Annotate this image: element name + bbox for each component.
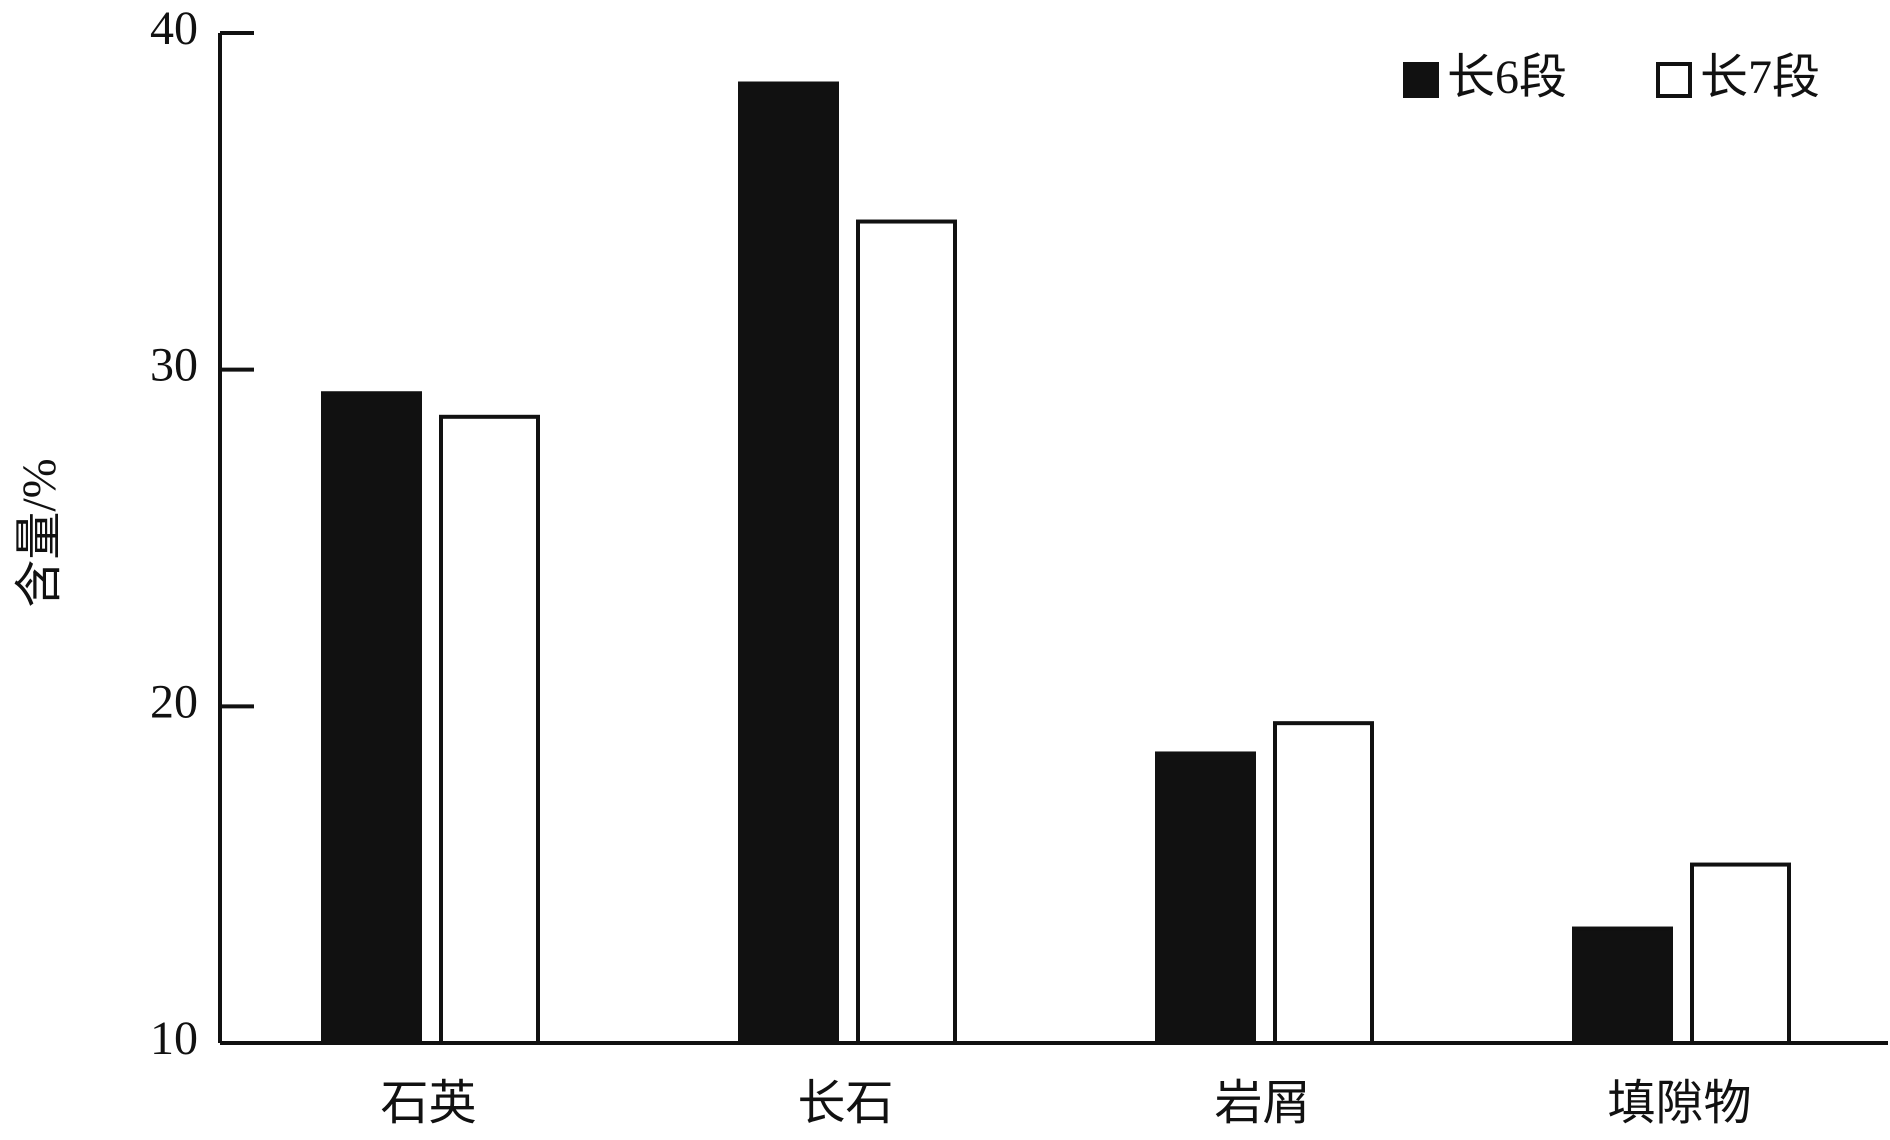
bar xyxy=(321,391,422,1045)
bar xyxy=(1572,926,1673,1045)
legend-label: 长7段 xyxy=(1700,51,1820,104)
y-axis-label: 含量/% xyxy=(13,458,66,607)
x-tick-label: 填隙物 xyxy=(1607,1077,1751,1130)
y-tick-label: 40 xyxy=(150,2,198,55)
legend-swatch xyxy=(1656,62,1692,98)
x-tick-label: 岩屑 xyxy=(1214,1077,1310,1130)
bar xyxy=(738,81,839,1045)
y-tick-label: 30 xyxy=(150,339,198,392)
bar xyxy=(439,414,540,1045)
x-tick-label: 石英 xyxy=(380,1077,476,1130)
bar xyxy=(856,219,957,1046)
y-tick-label: 20 xyxy=(150,675,198,728)
bar xyxy=(1273,721,1374,1046)
x-tick-label: 长石 xyxy=(797,1077,893,1130)
legend-label: 长6段 xyxy=(1447,51,1567,104)
legend-swatch xyxy=(1403,62,1439,98)
y-tick-label: 10 xyxy=(150,1012,198,1065)
bar xyxy=(1690,862,1791,1045)
bar xyxy=(1155,751,1256,1045)
